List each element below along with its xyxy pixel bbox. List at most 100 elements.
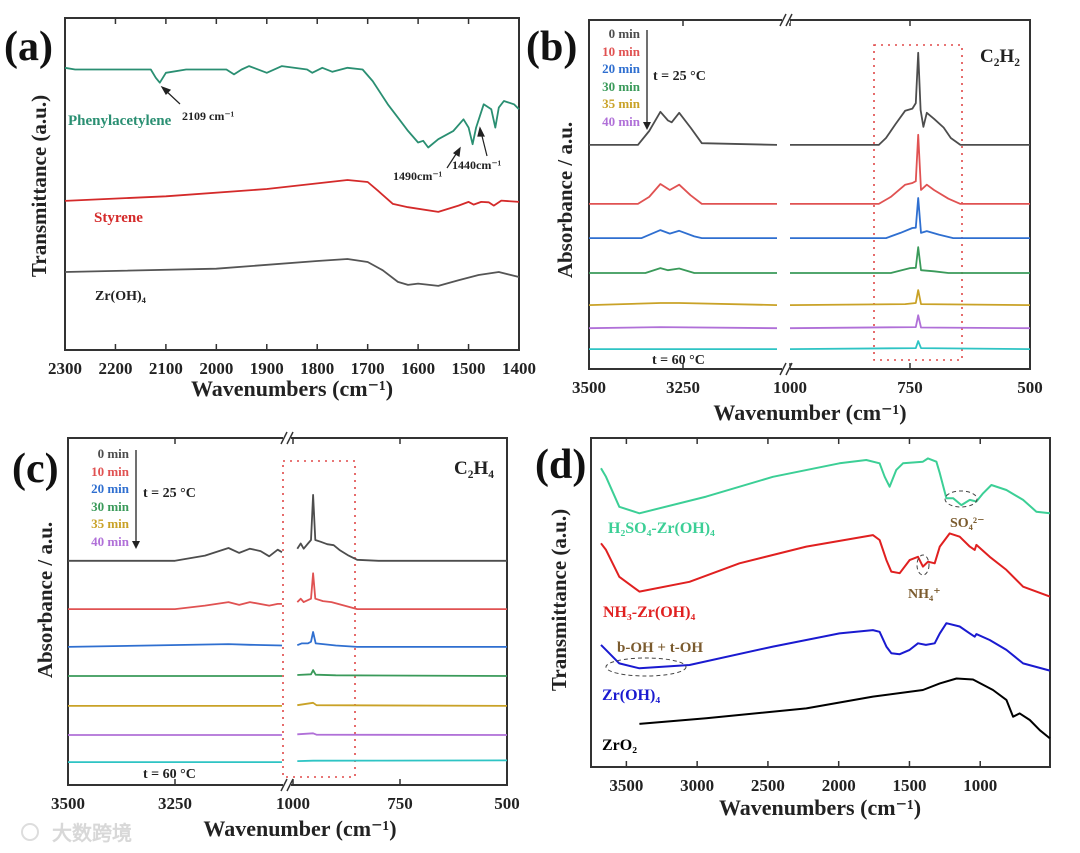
legend-item-20-min: 20 min (91, 481, 130, 496)
x-tick-label: 1500 (892, 776, 926, 795)
series-line-35-min (588, 289, 1031, 306)
x-tick-label: 2200 (98, 359, 132, 378)
time-arrowhead-b (643, 122, 651, 130)
legend-item-30-min: 30 min (602, 79, 641, 94)
series-line-60-c (68, 759, 508, 763)
plot-frame-d (590, 437, 1051, 768)
axis-break-mark (280, 778, 288, 792)
x-tick-label: 750 (387, 794, 413, 813)
x-tick-label: 1000 (963, 776, 997, 795)
legend-item-10-min: 10 min (602, 44, 641, 59)
annotation-nh4: NH₄⁺ (908, 587, 941, 602)
arrowhead-1440 (477, 126, 485, 137)
axis-break-gap (782, 366, 790, 372)
axis-break-mark (286, 778, 294, 792)
series-line-h-so-zr-oh- (600, 457, 1051, 515)
series-line-nh-zr-oh- (600, 532, 1051, 598)
annotation-1440: 1440cm⁻¹ (452, 158, 502, 172)
series-line-10-min (589, 133, 1030, 205)
series-line-zro- (639, 677, 1051, 740)
time-arrowhead-c (132, 541, 140, 549)
plot-frame-a (64, 17, 520, 351)
axis-break-mark (779, 362, 787, 376)
axis-break-gap (283, 435, 291, 441)
plot-frame-b (588, 19, 1031, 370)
highlight-box-c (282, 460, 356, 778)
annotation-b-oh-t-oh: b-OH + t-OH (617, 640, 703, 656)
x-axis-label-d: Wavenumbers (cm⁻¹) (719, 795, 921, 820)
x-tick-label: 500 (494, 794, 520, 813)
annotation-so4: SO₄²⁻ (950, 516, 984, 531)
x-tick-label: 3500 (609, 776, 643, 795)
x-tick-label: 1600 (401, 359, 435, 378)
gas-label-c2h2: C₂H₂ (980, 46, 1020, 67)
series-line-40-min (588, 314, 1031, 330)
series-label-styrene: Styrene (94, 210, 143, 226)
legend-item-40-min: 40 min (602, 114, 641, 129)
temp-start-c: t = 25 °C (143, 486, 196, 501)
temp-start-b: t = 25 °C (653, 69, 706, 84)
series-label-zro2: ZrO₂ (602, 737, 637, 754)
series-label-h2so4-zroh4: H₂SO₄-Zr(OH)₄ (608, 520, 715, 537)
x-axis-label-b: Wavenumber (cm⁻¹) (713, 400, 906, 425)
series-line-zr-oh- (600, 622, 1051, 672)
x-axis-label-c: Wavenumber (cm⁻¹) (203, 816, 396, 841)
x-tick-label: 2100 (149, 359, 183, 378)
axis-break-mark (280, 431, 288, 445)
x-tick-label: 2000 (822, 776, 856, 795)
annotation-2109: 2109 cm⁻¹ (182, 109, 235, 123)
series-line-0-min (68, 494, 507, 562)
legend-item-10-min: 10 min (91, 464, 130, 479)
x-tick-label: 2300 (48, 359, 82, 378)
series-line-30-min (68, 669, 508, 677)
axis-break-mark (785, 13, 793, 27)
x-tick-label: 1500 (452, 359, 486, 378)
temp-end-b: t = 60 °C (652, 353, 705, 368)
panel-label-d: (d) (535, 442, 586, 488)
y-axis-label-a: Transmittance (a.u.) (27, 95, 51, 277)
panel-b: (b) 3500 3250 1000 750 500 C₂H₂ 0 min 10 min 2… (526, 13, 1043, 425)
x-tick-label: 1000 (276, 794, 310, 813)
series-line-20-min (589, 197, 1030, 239)
legend-item-40-min: 40 min (91, 534, 130, 549)
series-line-zr-oh- (64, 258, 520, 287)
series-line-20-min (67, 631, 507, 648)
x-tick-label: 3500 (572, 378, 606, 397)
series-line-styrene (64, 179, 520, 213)
series-line-35-min (68, 701, 508, 707)
x-tick-label: 1000 (773, 378, 807, 397)
x-axis-label-a: Wavenumbers (cm⁻¹) (191, 376, 393, 401)
axis-break-mark (286, 431, 294, 445)
highlight-ellipse-so4 (944, 490, 978, 508)
axis-break-mark (779, 13, 787, 27)
panel-d: (d) 3500 3000 2500 2000 1500 1000 H₂SO₄-Zr(OH… (535, 437, 1051, 820)
x-tick-label: 3500 (51, 794, 85, 813)
legend-c: 0 min 10 min 20 min 30 min 35 min 40 min (91, 446, 130, 549)
legend-item-0-min: 0 min (98, 446, 130, 461)
watermark-logo-icon (21, 823, 39, 841)
panel-label-c: (c) (12, 446, 59, 492)
x-tick-label: 500 (1017, 378, 1043, 397)
x-tick-label: 2000 (199, 359, 233, 378)
axis-break-mark (785, 362, 793, 376)
series-label-zroh4: Zr(OH)₄ (95, 289, 147, 304)
panel-label-b: (b) (526, 24, 577, 70)
x-tick-label: 1800 (300, 359, 334, 378)
x-tick-label: 3000 (680, 776, 714, 795)
series-line-40-min (68, 732, 508, 736)
x-tick-label: 1400 (502, 359, 536, 378)
series-line-30-min (589, 246, 1030, 274)
legend-item-0-min: 0 min (609, 26, 641, 41)
legend-b: 0 min 10 min 20 min 30 min 35 min 40 min (602, 26, 641, 129)
series-line-0-min (589, 51, 1030, 146)
series-label-phenylacetylene: Phenylacetylene (68, 113, 172, 129)
x-tick-label: 750 (897, 378, 923, 397)
x-tick-label: 3250 (158, 794, 192, 813)
annotation-1490: 1490cm⁻¹ (393, 169, 443, 183)
gas-label-c2h4: C₂H₄ (454, 458, 494, 479)
legend-item-20-min: 20 min (602, 61, 641, 76)
legend-item-35-min: 35 min (602, 96, 641, 111)
series-line-phenylacetylene (64, 65, 520, 149)
panel-label-a: (a) (4, 24, 53, 70)
